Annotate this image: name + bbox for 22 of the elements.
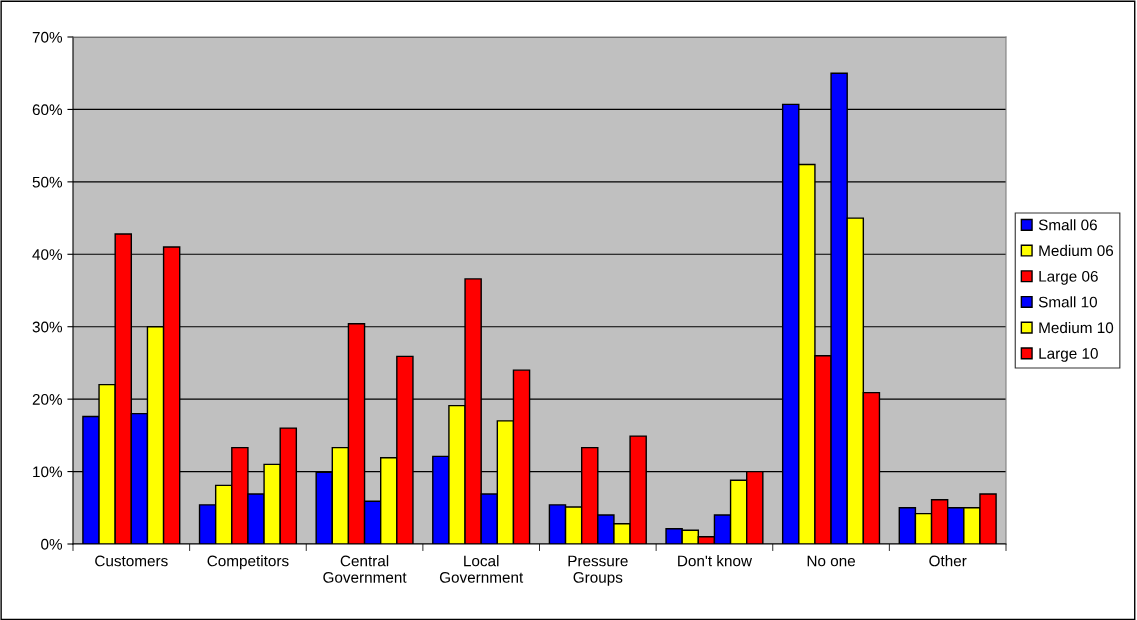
x-tick-label: Don't know	[678, 555, 753, 567]
x-tick-label: Central Government	[323, 555, 407, 583]
legend-label: Large 10	[1039, 348, 1098, 362]
y-tick-label: 50%	[32, 176, 63, 188]
legend-label: Small 06	[1038, 219, 1097, 231]
y-tick-label: 0%	[41, 538, 63, 550]
y-tick-label: 30%	[32, 321, 63, 333]
x-tick-label: Pressure Groups	[568, 555, 628, 586]
legend-label: Medium 10	[1039, 321, 1114, 334]
x-tick-label: No one	[807, 555, 856, 567]
x-tick-label: Local Government	[439, 555, 524, 583]
y-tick-label: 10%	[33, 466, 63, 478]
y-tick-label: 70%	[32, 31, 63, 43]
legend-label: Small 10	[1038, 296, 1098, 308]
legend-label: Medium 06	[1039, 244, 1114, 257]
y-tick-label: 40%	[32, 249, 63, 260]
x-tick-label: Competitors	[207, 555, 289, 570]
x-tick-label: Other	[929, 555, 967, 567]
y-tick-label: 60%	[32, 104, 63, 116]
legend-label: Large 06	[1039, 270, 1098, 285]
y-tick-label: 20%	[32, 394, 63, 405]
x-tick-label: Customers	[95, 555, 168, 567]
